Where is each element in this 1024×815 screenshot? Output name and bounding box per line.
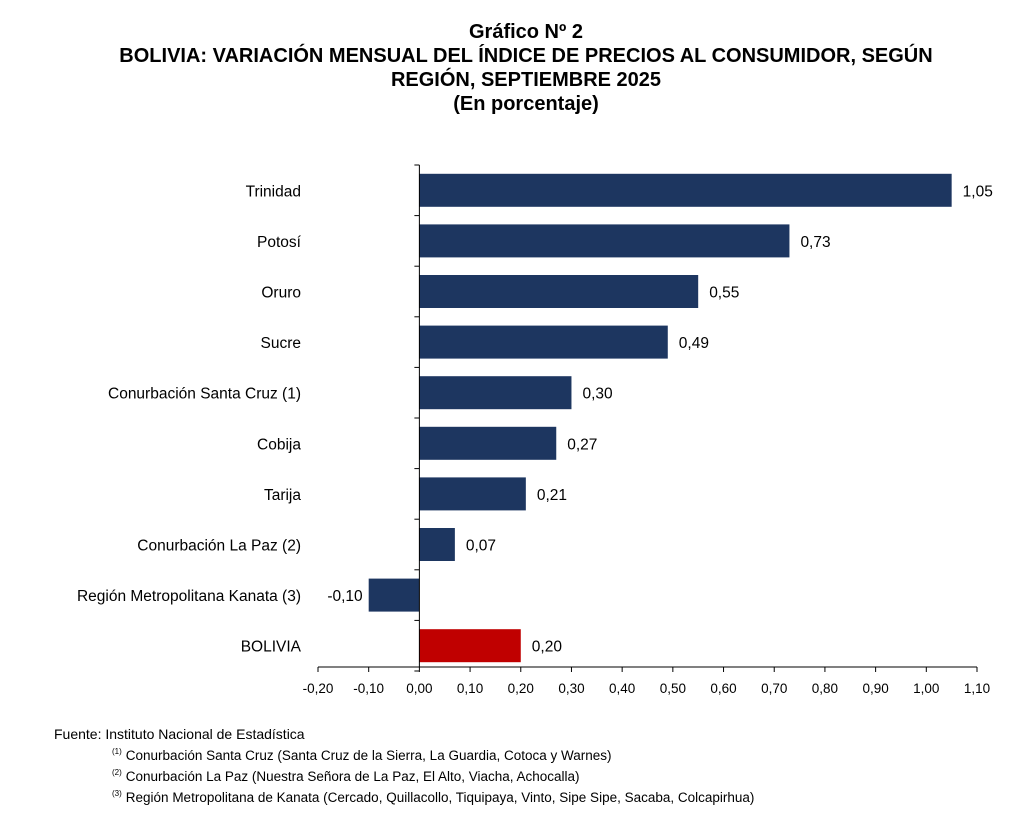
x-tick-label-7: 0,50 bbox=[660, 681, 686, 696]
category-label-6: Tarija bbox=[264, 487, 301, 504]
footnote-1-text: Conurbación Santa Cruz (Santa Cruz de la… bbox=[125, 748, 612, 763]
bar-5 bbox=[419, 426, 557, 460]
x-tick-label-6: 0,40 bbox=[609, 681, 635, 696]
x-tick-label-13: 1,10 bbox=[964, 681, 990, 696]
chart-subtitle-line-1: BOLIVIA: VARIACIÓN MENSUAL DEL ÍNDICE DE… bbox=[119, 45, 933, 67]
bar-4 bbox=[419, 376, 572, 410]
x-tick-label-10: 0,80 bbox=[812, 681, 838, 696]
bar-2 bbox=[419, 275, 699, 308]
value-label-6: 0,21 bbox=[537, 487, 567, 504]
value-label-9: 0,20 bbox=[532, 639, 563, 656]
footnote-3-text: Región Metropolitana de Kanata (Cercado,… bbox=[125, 790, 755, 805]
category-label-9: BOLIVIA bbox=[241, 639, 302, 656]
value-label-4: 0,30 bbox=[582, 386, 613, 403]
x-tick-label-0: -0,20 bbox=[303, 681, 334, 696]
x-tick-label-12: 1,00 bbox=[913, 681, 939, 696]
category-label-7: Conurbación La Paz (2) bbox=[137, 538, 301, 555]
footnote-2-text: Conurbación La Paz (Nuestra Señora de La… bbox=[125, 769, 580, 784]
bar-6 bbox=[419, 477, 526, 511]
footnote-2: (2) Conurbación La Paz (Nuestra Señora de… bbox=[54, 764, 754, 785]
category-label-8: Región Metropolitana Kanata (3) bbox=[77, 588, 301, 605]
bar-7 bbox=[419, 528, 455, 561]
bar-8 bbox=[368, 578, 420, 612]
category-label-5: Cobija bbox=[257, 436, 301, 453]
category-label-4: Conurbación Santa Cruz (1) bbox=[108, 386, 301, 403]
x-tick-label-3: 0,10 bbox=[457, 681, 483, 696]
value-label-7: 0,07 bbox=[466, 538, 496, 555]
value-label-5: 0,27 bbox=[567, 436, 597, 453]
value-label-8: -0,10 bbox=[327, 588, 363, 605]
value-label-1: 0,73 bbox=[800, 234, 830, 251]
chart-titles: Gráfico Nº 2 BOLIVIA: VARIACIÓN MENSUAL … bbox=[0, 20, 1024, 116]
chart-title: Gráfico Nº 2 bbox=[468, 21, 583, 43]
category-label-0: Trinidad bbox=[246, 183, 301, 200]
chart-units: (En porcentaje) bbox=[453, 93, 599, 115]
chart-subtitle-line-2: REGIÓN, SEPTIEMBRE 2025 bbox=[390, 69, 662, 91]
category-label-3: Sucre bbox=[261, 335, 302, 352]
x-tick-label-11: 0,90 bbox=[862, 681, 888, 696]
footnote-3-mark: (3) bbox=[112, 789, 122, 798]
x-tick-label-5: 0,30 bbox=[558, 681, 584, 696]
footnote-1: (1) Conurbación Santa Cruz (Santa Cruz de… bbox=[54, 743, 754, 764]
bar-3 bbox=[419, 325, 668, 359]
x-tick-label-9: 0,70 bbox=[761, 681, 787, 696]
footnote-1-mark: (1) bbox=[112, 747, 122, 756]
bar-9 bbox=[419, 629, 521, 663]
x-tick-label-8: 0,60 bbox=[710, 681, 736, 696]
bar-1 bbox=[419, 224, 790, 258]
bar-0 bbox=[419, 173, 952, 207]
value-label-3: 0,49 bbox=[679, 335, 709, 352]
category-label-1: Potosí bbox=[257, 234, 302, 251]
x-tick-label-1: -0,10 bbox=[353, 681, 384, 696]
source-note: Fuente: Instituto Nacional de Estadístic… bbox=[54, 726, 305, 742]
footnote-2-mark: (2) bbox=[112, 768, 122, 777]
category-label-2: Oruro bbox=[261, 285, 301, 302]
footnote-3: (3) Región Metropolitana de Kanata (Cerca… bbox=[54, 785, 754, 806]
chart-footer: Fuente: Instituto Nacional de Estadístic… bbox=[54, 726, 754, 806]
value-label-0: 1,05 bbox=[963, 183, 993, 200]
x-tick-label-2: 0,00 bbox=[406, 681, 432, 696]
x-tick-label-4: 0,20 bbox=[508, 681, 534, 696]
value-label-2: 0,55 bbox=[709, 285, 739, 302]
